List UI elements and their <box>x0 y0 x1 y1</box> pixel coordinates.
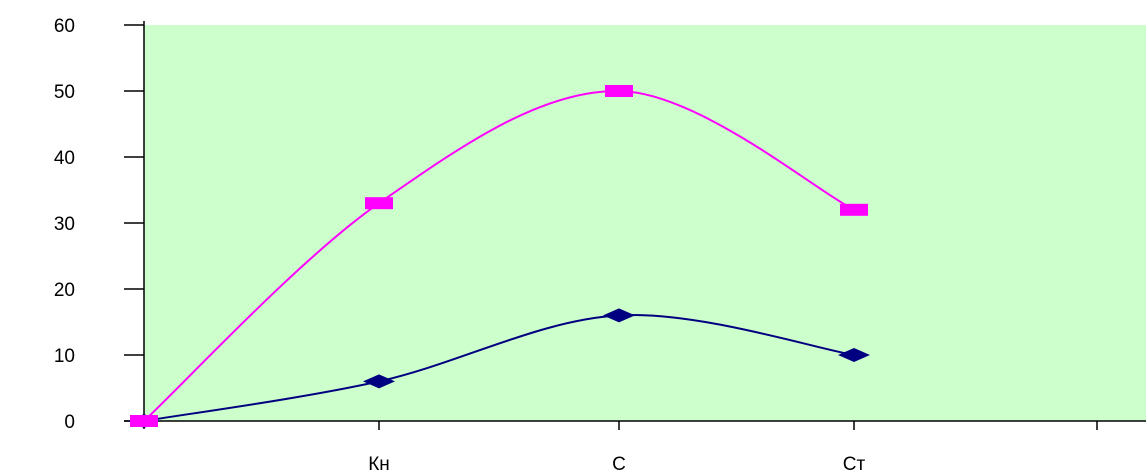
data-point-diamond <box>603 308 635 323</box>
data-point-rectangle <box>605 85 633 97</box>
x-tick-label: Кн <box>368 454 390 475</box>
y-tick-label: 60 <box>54 16 75 37</box>
plot-area <box>144 25 1146 421</box>
data-point-diamond <box>838 348 870 362</box>
y-tick-label: 50 <box>54 82 75 103</box>
x-axis-ticks: Кн С Ст <box>368 421 1098 475</box>
y-tick-label: 20 <box>54 280 75 301</box>
y-tick-label: 0 <box>64 412 75 433</box>
series-lines <box>143 89 855 422</box>
x-tick-label: С <box>612 454 626 475</box>
y-tick-label: 30 <box>54 214 75 235</box>
data-point-rectangle <box>365 197 393 210</box>
data-point-diamond <box>363 374 395 389</box>
data-point-rectangle <box>840 203 868 216</box>
series-line-1 <box>143 314 855 422</box>
series-line-2 <box>143 89 855 422</box>
x-tick-label: Ст <box>843 454 866 475</box>
series-markers <box>128 85 870 428</box>
y-axis-ticks: 0 10 20 30 40 50 60 <box>54 16 144 433</box>
data-point-rectangle <box>130 415 158 427</box>
y-tick-label: 10 <box>54 346 75 367</box>
y-tick-label: 40 <box>54 148 75 169</box>
axes <box>124 21 1146 429</box>
